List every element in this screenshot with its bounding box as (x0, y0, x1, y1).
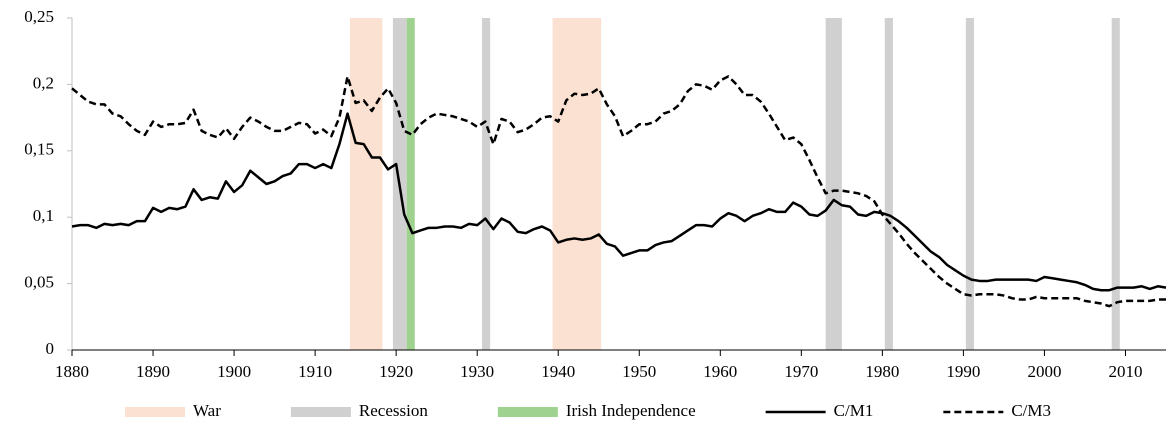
x-tick-label: 1880 (55, 362, 89, 381)
x-tick-label: 1920 (379, 362, 413, 381)
x-tick-label: 1890 (136, 362, 170, 381)
x-tick-label: 1900 (217, 362, 251, 381)
y-tick-label: 0,25 (24, 7, 54, 26)
y-tick-label: 0,2 (33, 73, 54, 92)
legend-label: War (193, 401, 221, 420)
x-tick-label: 2010 (1108, 362, 1142, 381)
shade-band (884, 18, 893, 350)
legend-swatch (497, 407, 558, 417)
x-tick-label: 1940 (541, 362, 575, 381)
x-tick-label: 1950 (622, 362, 656, 381)
x-tick-label: 1910 (298, 362, 332, 381)
y-tick-label: 0,05 (24, 273, 54, 292)
shade-band (349, 18, 383, 350)
shade-band (552, 18, 602, 350)
legend-label: C/M3 (1011, 401, 1051, 420)
legend-swatch (290, 407, 351, 417)
x-tick-label: 1980 (865, 362, 899, 381)
shade-band (482, 18, 491, 350)
legend-label: Irish Independence (566, 401, 696, 420)
y-tick-label: 0 (46, 339, 55, 358)
x-tick-label: 1990 (946, 362, 980, 381)
shade-band (406, 18, 415, 350)
legend-swatch (125, 407, 185, 417)
x-tick-label: 1970 (784, 362, 818, 381)
y-tick-label: 0,15 (24, 140, 54, 159)
shade-band (825, 18, 842, 350)
shade-band (965, 18, 974, 350)
shade-band (1111, 18, 1120, 350)
x-tick-label: 2000 (1027, 362, 1061, 381)
legend-label: Recession (359, 401, 428, 420)
x-tick-label: 1930 (460, 362, 494, 381)
y-tick-label: 0,1 (33, 206, 54, 225)
legend-label: C/M1 (834, 401, 874, 420)
x-tick-label: 1960 (703, 362, 737, 381)
series-line (71, 112, 1167, 292)
